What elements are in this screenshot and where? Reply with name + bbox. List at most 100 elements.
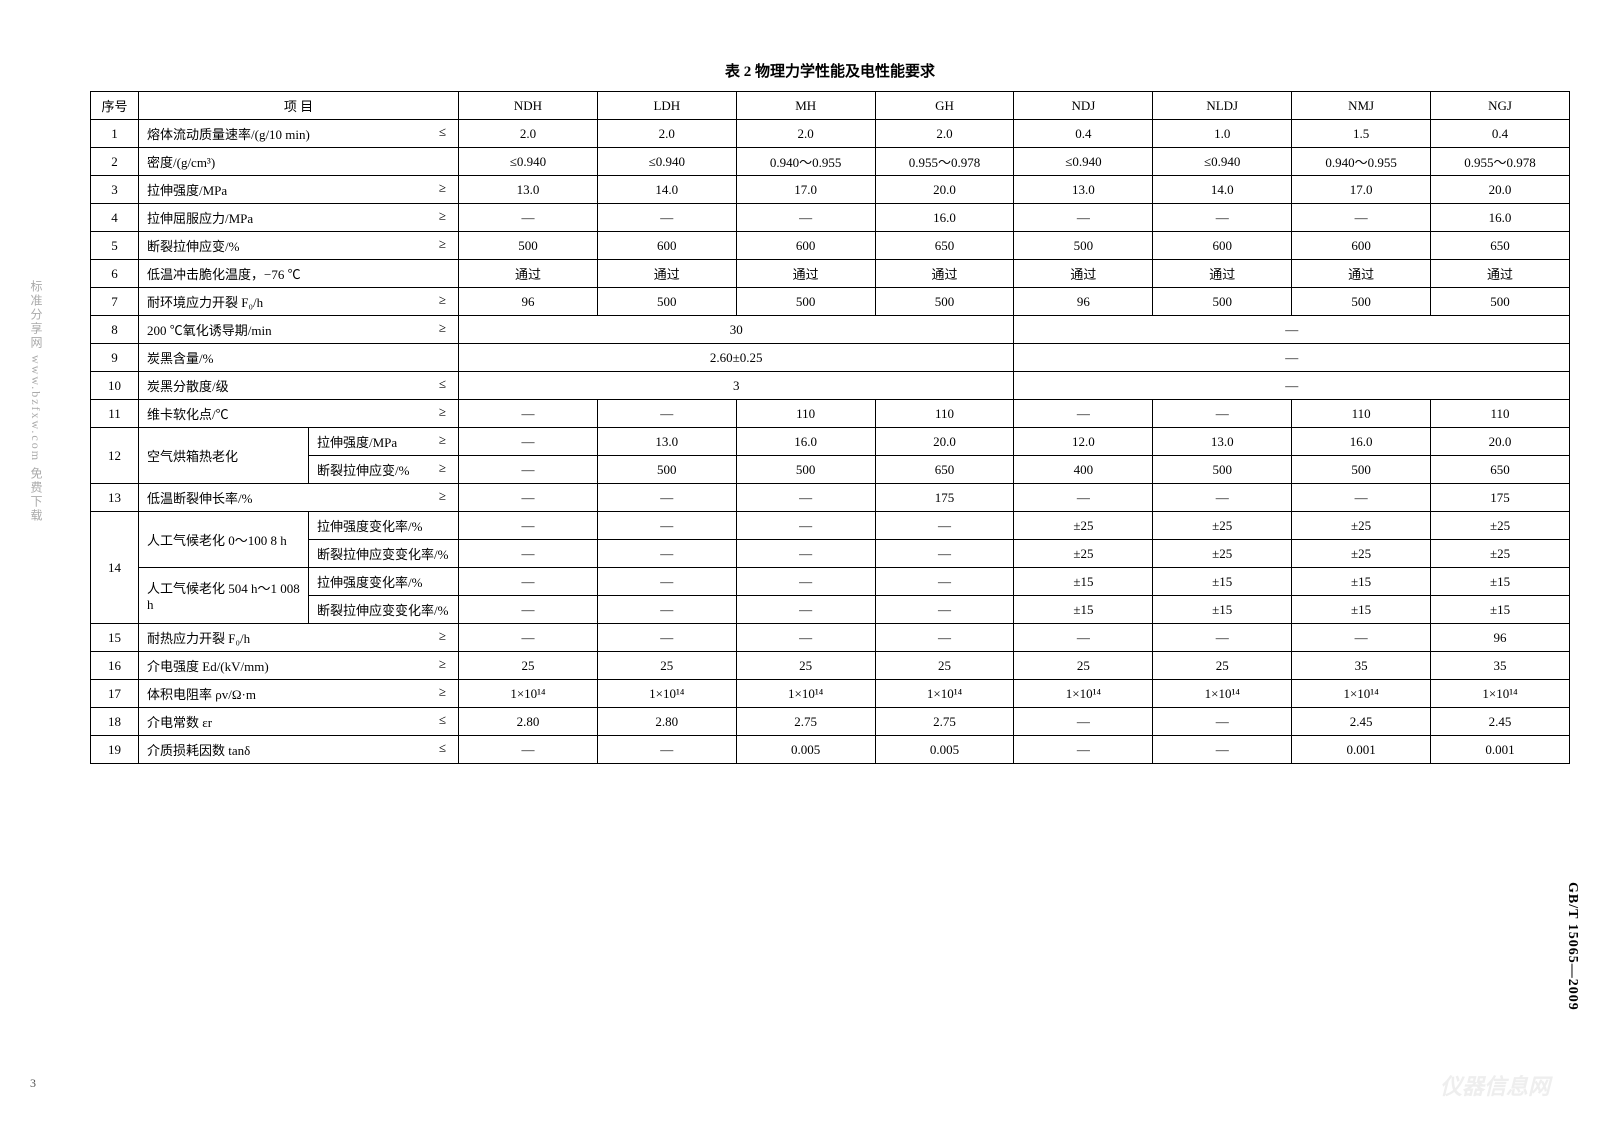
table-row: 5断裂拉伸应变/%≥500600600650500600600650 — [91, 232, 1570, 260]
cell: 0.005 — [736, 736, 875, 764]
cell: 2.80 — [597, 708, 736, 736]
cell: 通过 — [597, 260, 736, 288]
cell: ±25 — [1153, 512, 1292, 540]
cell: ±15 — [1014, 568, 1153, 596]
cell: 0.940～0.955 — [1292, 148, 1431, 176]
cell: 低温冲击脆化温度，−76 ℃ — [139, 260, 459, 288]
cell: — — [1153, 204, 1292, 232]
cell: 20.0 — [875, 176, 1014, 204]
col-nldj: NLDJ — [1153, 92, 1292, 120]
table-row: 11维卡软化点/℃≥——110110——110110 — [91, 400, 1570, 428]
cell: 1×10¹⁴ — [459, 680, 598, 708]
table-row: 17体积电阻率 ρv/Ω·m≥1×10¹⁴1×10¹⁴1×10¹⁴1×10¹⁴1… — [91, 680, 1570, 708]
cell: 500 — [1292, 456, 1431, 484]
cell: 1.0 — [1153, 120, 1292, 148]
table-row: 4拉伸屈服应力/MPa≥———16.0———16.0 — [91, 204, 1570, 232]
table-row: 人工气候老化 504 h～1 008 h拉伸强度变化率/%————±15±15±… — [91, 568, 1570, 596]
cell: — — [459, 568, 598, 596]
cell: — — [1014, 372, 1570, 400]
cell: 10 — [91, 372, 139, 400]
cell: 110 — [1292, 400, 1431, 428]
page-number: 3 — [30, 1076, 36, 1091]
cell: 熔体流动质量速率/(g/10 min)≤ — [139, 120, 459, 148]
cell: ±25 — [1431, 512, 1570, 540]
cell: 耐热应力开裂 F₀/h≥ — [139, 624, 459, 652]
cell: 1×10¹⁴ — [736, 680, 875, 708]
cell: 拉伸强度/MPa≥ — [309, 428, 459, 456]
cell: — — [597, 736, 736, 764]
cell: 110 — [875, 400, 1014, 428]
cell: 500 — [736, 288, 875, 316]
cell: 500 — [1153, 288, 1292, 316]
cell: 介电强度 Ed/(kV/mm)≥ — [139, 652, 459, 680]
cell: ±15 — [1153, 568, 1292, 596]
cell: 1×10¹⁴ — [597, 680, 736, 708]
table-row: 6低温冲击脆化温度，−76 ℃通过通过通过通过通过通过通过通过 — [91, 260, 1570, 288]
cell: 650 — [875, 456, 1014, 484]
cell: — — [459, 540, 598, 568]
cell: 拉伸强度变化率/% — [309, 568, 459, 596]
table-row: 12空气烘箱热老化拉伸强度/MPa≥—13.016.020.012.013.01… — [91, 428, 1570, 456]
cell: 4 — [91, 204, 139, 232]
cell: — — [1014, 204, 1153, 232]
col-ngj: NGJ — [1431, 92, 1570, 120]
cell: — — [875, 596, 1014, 624]
cell: 25 — [459, 652, 598, 680]
cell: 18 — [91, 708, 139, 736]
col-ldh: LDH — [597, 92, 736, 120]
cell: ±25 — [1014, 540, 1153, 568]
cell: 空气烘箱热老化 — [139, 428, 309, 484]
cell: 500 — [736, 456, 875, 484]
cell: 200 ℃氧化诱导期/min≥ — [139, 316, 459, 344]
table-row: 1熔体流动质量速率/(g/10 min)≤2.02.02.02.00.41.01… — [91, 120, 1570, 148]
spec-table: 序号 项 目 NDH LDH MH GH NDJ NLDJ NMJ NGJ 1熔… — [90, 91, 1570, 764]
cell: 500 — [875, 288, 1014, 316]
cell: 密度/(g/cm³) — [139, 148, 459, 176]
cell: 16.0 — [875, 204, 1014, 232]
cell: 低温断裂伸长率/%≥ — [139, 484, 459, 512]
cell: 20.0 — [875, 428, 1014, 456]
cell: ±25 — [1153, 540, 1292, 568]
cell: — — [597, 624, 736, 652]
cell: 25 — [597, 652, 736, 680]
cell: — — [1153, 400, 1292, 428]
table-row: 8200 ℃氧化诱导期/min≥30— — [91, 316, 1570, 344]
cell: 通过 — [736, 260, 875, 288]
cell: 炭黑分散度/级≤ — [139, 372, 459, 400]
cell: 0.001 — [1431, 736, 1570, 764]
cell: 9 — [91, 344, 139, 372]
table-row: 断裂拉伸应变/%≥—500500650400500500650 — [91, 456, 1570, 484]
col-ndj: NDJ — [1014, 92, 1153, 120]
cell: 拉伸强度/MPa≥ — [139, 176, 459, 204]
cell: 96 — [1014, 288, 1153, 316]
side-note-left: 标准分享网 www.bzfxw.com 免费下载 — [28, 280, 45, 523]
cell: — — [459, 484, 598, 512]
cell: 500 — [597, 456, 736, 484]
cell: 15 — [91, 624, 139, 652]
cell: — — [875, 568, 1014, 596]
cell: — — [736, 512, 875, 540]
cell: 14 — [91, 512, 139, 624]
cell: 2.0 — [875, 120, 1014, 148]
cell: ±15 — [1153, 596, 1292, 624]
cell: 2.0 — [459, 120, 598, 148]
cell: 600 — [736, 232, 875, 260]
cell: 断裂拉伸应变/%≥ — [309, 456, 459, 484]
table-row: 10炭黑分散度/级≤3— — [91, 372, 1570, 400]
cell: 14.0 — [597, 176, 736, 204]
cell: 650 — [1431, 232, 1570, 260]
cell: 17 — [91, 680, 139, 708]
cell: — — [459, 736, 598, 764]
col-num: 序号 — [91, 92, 139, 120]
cell: 2.0 — [736, 120, 875, 148]
cell: — — [736, 596, 875, 624]
cell: 13.0 — [1153, 428, 1292, 456]
cell: 500 — [459, 232, 598, 260]
cell: — — [1014, 344, 1570, 372]
cell: 2.0 — [597, 120, 736, 148]
cell: — — [597, 512, 736, 540]
cell: 体积电阻率 ρv/Ω·m≥ — [139, 680, 459, 708]
cell: 耐环境应力开裂 F₀/h≥ — [139, 288, 459, 316]
cell: — — [459, 204, 598, 232]
cell: — — [459, 596, 598, 624]
